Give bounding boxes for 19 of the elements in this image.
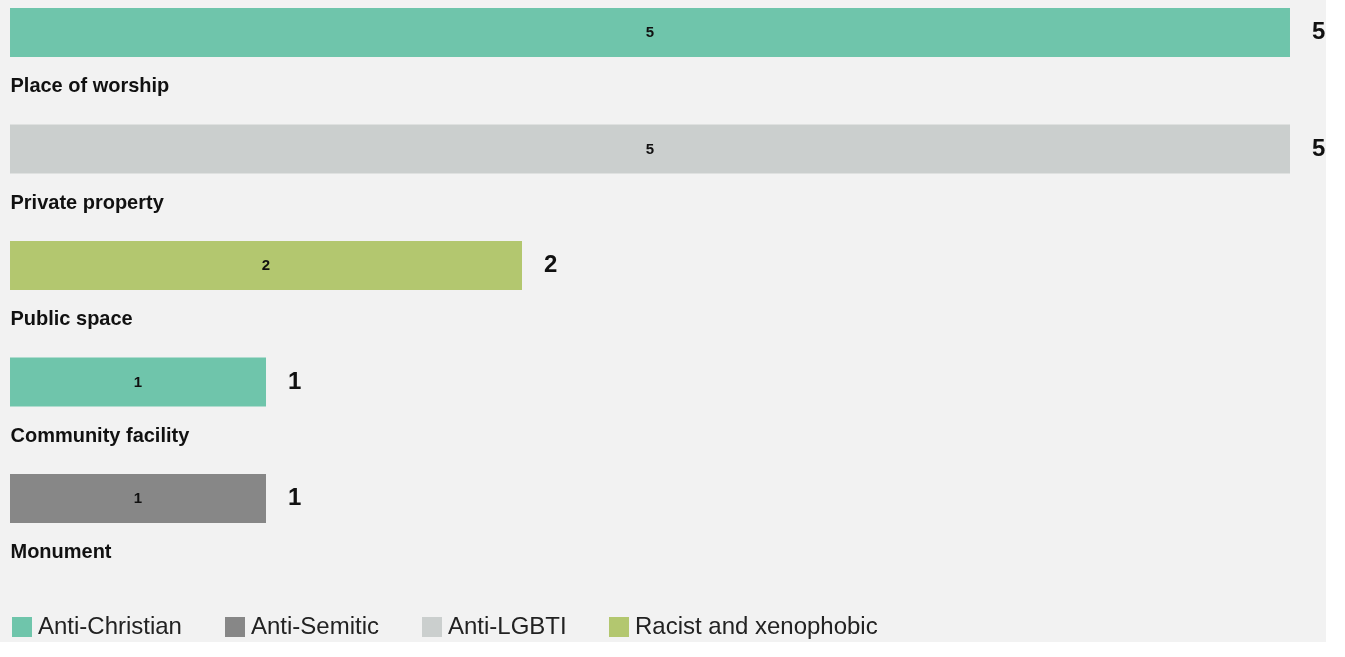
data-label: 5 xyxy=(645,139,655,157)
total-label: 5 xyxy=(1311,17,1326,45)
y-tick-label: Monument xyxy=(10,540,112,563)
legend-label: Racist and xenophobic xyxy=(635,611,878,639)
legend-label: Anti-Christian xyxy=(38,611,182,639)
data-label: 1 xyxy=(133,372,143,390)
y-tick-label: Place of worship xyxy=(10,74,170,97)
y-tick-label: Private property xyxy=(10,190,164,213)
data-label: 1 xyxy=(133,489,143,507)
total-label: 2 xyxy=(544,250,558,278)
data-label: 5 xyxy=(645,23,655,41)
legend-label: Anti-Semitic xyxy=(251,611,379,639)
legend-label: Anti-LGBTI xyxy=(448,611,567,639)
total-label: 5 xyxy=(1311,133,1326,161)
total-label: 1 xyxy=(288,483,302,511)
y-tick-label: Public space xyxy=(10,307,133,330)
total-label: 1 xyxy=(288,366,302,394)
y-tick-label: Community facility xyxy=(10,423,190,446)
data-label: 2 xyxy=(261,256,271,274)
